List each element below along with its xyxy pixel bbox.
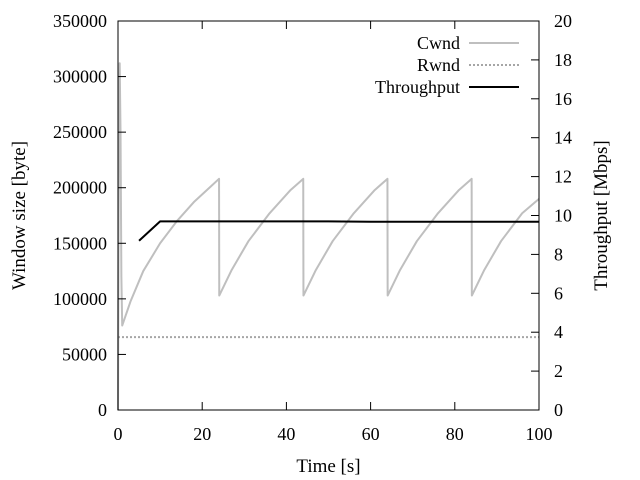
y2-tick-label: 10 <box>554 206 572 226</box>
y2-tick-label: 2 <box>554 361 563 381</box>
y2-axis-title: Throughput [Mbps] <box>591 140 612 290</box>
x-tick-label: 80 <box>446 424 464 444</box>
y-tick-label: 50000 <box>62 344 107 364</box>
y-tick-label: 250000 <box>53 122 107 142</box>
x-tick-label: 40 <box>277 424 295 444</box>
y2-tick-label: 18 <box>554 50 572 70</box>
legend-label-throughput: Throughput <box>375 77 460 97</box>
y2-tick-label: 0 <box>554 400 563 420</box>
x-tick-label: 100 <box>526 424 553 444</box>
y2-tick-label: 14 <box>554 128 572 148</box>
legend-label-rwnd: Rwnd <box>417 55 460 75</box>
x-tick-label: 60 <box>362 424 380 444</box>
y2-tick-label: 12 <box>554 167 572 187</box>
y2-tick-label: 16 <box>554 89 572 109</box>
y-tick-label: 100000 <box>53 289 107 309</box>
y-tick-label: 150000 <box>53 233 107 253</box>
y-tick-label: 300000 <box>53 67 107 87</box>
x-tick-label: 20 <box>193 424 211 444</box>
y2-tick-label: 4 <box>554 322 563 342</box>
labels-layer: Time [s] Window size [byte] Throughput [… <box>9 140 612 477</box>
ticks-layer: 0 20 40 60 80 1000500001000001500002000002500… <box>53 11 572 444</box>
plot-layer <box>117 62 540 411</box>
y2-tick-label: 6 <box>554 283 563 303</box>
y-tick-label: 350000 <box>53 11 107 31</box>
y2-tick-label: 8 <box>554 244 563 264</box>
y-axis-title: Window size [byte] <box>9 141 30 290</box>
series-line-cwnd <box>117 62 540 411</box>
legend-label-cwnd: Cwnd <box>417 33 460 53</box>
x-axis-title: Time [s] <box>296 456 360 477</box>
y2-tick-label: 20 <box>554 11 572 31</box>
series-line-throughput <box>138 220 539 242</box>
x-tick-label: 0 <box>114 424 123 444</box>
y-tick-label: 0 <box>98 400 107 420</box>
y-tick-label: 200000 <box>53 178 107 198</box>
